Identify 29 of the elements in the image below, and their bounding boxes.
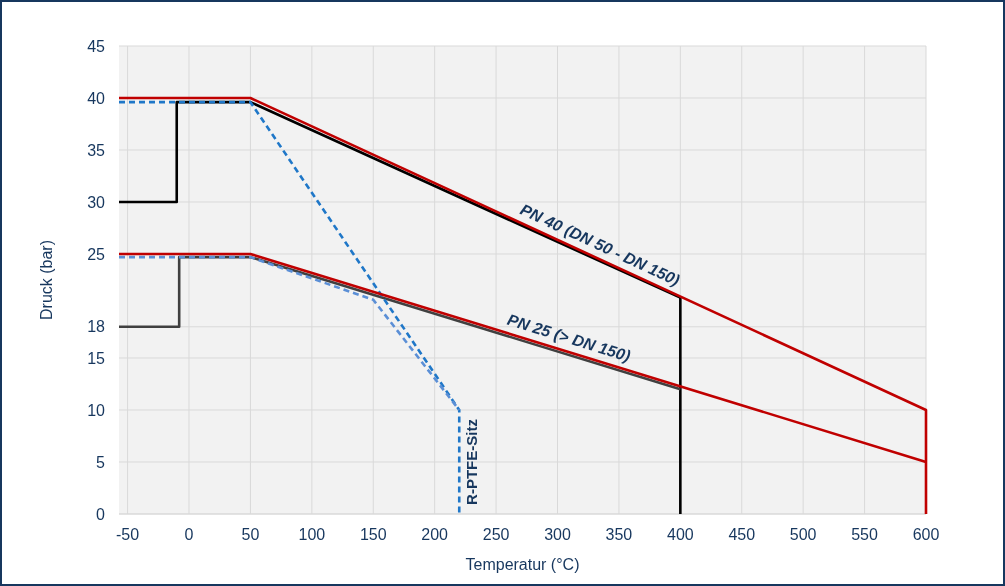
y-tick-label: 5 (96, 453, 106, 471)
annotation: PN 25 (> DN 150) (505, 310, 633, 365)
y-tick-label: 10 (87, 401, 106, 419)
y-tick-label: 35 (87, 141, 106, 159)
x-tick-label: 600 (912, 526, 940, 543)
x-tick-label: -50 (116, 526, 140, 543)
x-tick-label: 0 (184, 526, 194, 543)
annotation: PN 40 (DN 50 - DN 150) (517, 200, 683, 289)
y-tick-label: 15 (87, 349, 106, 367)
x-tick-label: 500 (789, 526, 817, 543)
y-tick-label: 40 (87, 89, 106, 107)
y-axis-title: Druck (bar) (38, 239, 55, 321)
x-tick-label: 200 (421, 526, 449, 543)
x-tick-label: 250 (482, 526, 510, 543)
x-tick-label: 350 (605, 526, 633, 543)
y-tick-label: 45 (87, 37, 106, 55)
x-tick-label: 400 (666, 526, 694, 543)
x-tick-label: 450 (728, 526, 756, 543)
x-axis-title: Temperatur (°C) (465, 556, 580, 573)
x-tick-label: 50 (241, 526, 260, 543)
x-tick-label: 100 (298, 526, 326, 543)
x-tick-label: 300 (544, 526, 571, 543)
x-tick-label: 550 (851, 526, 879, 543)
y-tick-label: 30 (87, 193, 106, 211)
y-tick-label: 25 (87, 245, 106, 263)
y-tick-label: 0 (96, 505, 106, 523)
x-tick-label: 150 (359, 526, 387, 543)
y-tick-label: 18 (87, 318, 106, 336)
annotation: R-PTFE-Sitz (463, 419, 481, 505)
